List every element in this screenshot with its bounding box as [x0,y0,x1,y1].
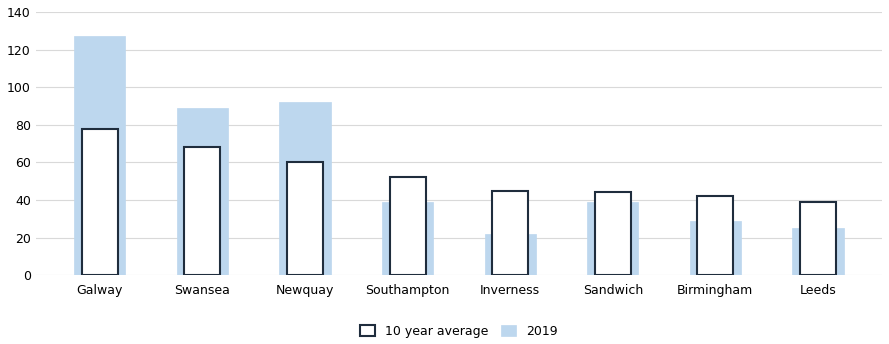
Bar [287,162,323,275]
Bar [485,234,536,275]
Bar [177,108,228,275]
Legend: 10 year average, 2019: 10 year average, 2019 [356,321,561,342]
Bar [82,129,117,275]
Bar [697,196,733,275]
Bar [279,102,331,275]
Bar [493,191,528,275]
Bar [792,228,844,275]
Bar [389,178,426,275]
Bar [184,147,220,275]
Bar [382,202,433,275]
Bar [595,192,630,275]
Bar [74,36,125,275]
Bar [800,202,836,275]
Bar [587,202,638,275]
Bar [690,221,741,275]
